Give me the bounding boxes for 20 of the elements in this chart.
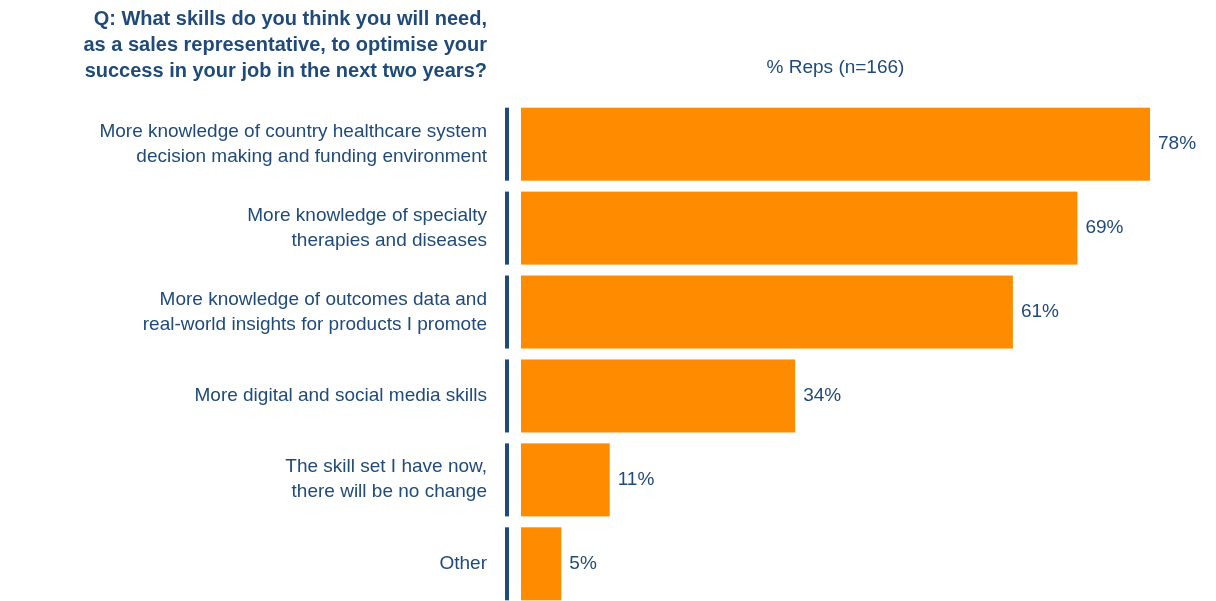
bar bbox=[521, 107, 1150, 181]
bar bbox=[521, 443, 610, 517]
data-label: 61% bbox=[1020, 300, 1060, 322]
bar bbox=[521, 275, 1013, 349]
y-tick-label: Other bbox=[439, 551, 488, 573]
y-tick-label: More knowledge of specialty therapies and diseases bbox=[247, 203, 488, 250]
y-tick-label: The skill set I have now, there will be no change bbox=[285, 455, 487, 502]
bar bbox=[521, 527, 562, 601]
data-label: 11% bbox=[617, 467, 655, 489]
data-label: 34% bbox=[803, 383, 842, 405]
x-axis-title: % Reps (n=166) bbox=[766, 56, 905, 77]
data-label: 69% bbox=[1085, 216, 1124, 238]
y-tick-label: More knowledge of country healthcare system decision making and funding environment bbox=[99, 119, 488, 166]
text: Q: What skills do you think you will need, as a sales representative, to optimise your success in your job in the next two years? bbox=[83, 7, 488, 82]
bar bbox=[521, 359, 796, 433]
bar bbox=[521, 191, 1078, 265]
data-label: 78% bbox=[1158, 132, 1197, 154]
data-label: 5% bbox=[569, 551, 597, 573]
y-tick-label: More knowledge of outcomes data and real-world insights for products I promote bbox=[142, 287, 487, 334]
y-tick-label: More digital and social media skills bbox=[194, 383, 487, 405]
